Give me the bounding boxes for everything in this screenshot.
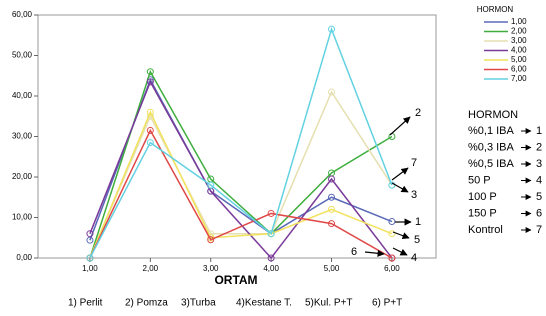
point-marker <box>146 139 154 147</box>
category-key: 4)Kestane T. <box>236 298 292 309</box>
y-tick-label: 20,00 <box>12 172 33 181</box>
point-marker <box>328 25 336 33</box>
point-marker <box>267 254 275 262</box>
series-line <box>89 110 393 259</box>
plot-area <box>37 14 437 259</box>
key-code: 6 <box>536 207 542 219</box>
y-tick-label: 40,00 <box>12 91 33 100</box>
series-line <box>89 69 393 259</box>
legend-label: 5,00 <box>511 55 527 64</box>
x-tick-label: 1,00 <box>82 264 98 273</box>
legend-title: HORMON <box>477 5 514 14</box>
key-label: 150 P <box>468 207 497 219</box>
x-axis-label: ORTAM <box>214 273 257 287</box>
key-label: %0,3 IBA <box>468 141 515 153</box>
point-marker <box>86 254 94 262</box>
legend-label: 4,00 <box>511 46 527 55</box>
category-key: 3)Turba <box>181 298 216 309</box>
annotation-arrow <box>391 182 409 193</box>
x-tick-label: 2,00 <box>143 264 159 273</box>
point-marker <box>388 230 396 238</box>
x-tick-label: 4,00 <box>263 264 279 273</box>
point-marker <box>328 220 336 228</box>
category-key: 2) Pomza <box>125 298 168 309</box>
legend-label: 6,00 <box>511 65 527 74</box>
point-marker <box>328 193 336 201</box>
point-marker <box>207 236 215 244</box>
point-marker <box>146 108 154 116</box>
y-tick-label: 30,00 <box>12 132 33 141</box>
key-label: 100 P <box>468 191 497 203</box>
point-marker <box>146 126 154 134</box>
point-marker <box>207 181 215 189</box>
key-code: 1 <box>536 125 542 137</box>
legend-label: 2,00 <box>511 27 527 36</box>
x-tick-label: 6,00 <box>384 264 400 273</box>
x-tick-label: 3,00 <box>203 264 219 273</box>
annotation-arrow <box>391 167 409 181</box>
key-label: %0,1 IBA <box>468 125 515 137</box>
legend-label: 7,00 <box>511 74 527 83</box>
point-marker <box>86 230 94 238</box>
x-tick-label: 5,00 <box>324 264 340 273</box>
annotation-arrow <box>389 116 411 136</box>
point-marker <box>388 218 396 226</box>
key-label: Kontrol <box>468 224 503 236</box>
category-key: 1) Perlit <box>68 298 103 309</box>
annotation: 3 <box>411 189 417 201</box>
category-key: 5)Kul. P+T <box>305 298 353 309</box>
annotation: 6 <box>351 246 357 258</box>
point-marker <box>328 205 336 213</box>
point-marker <box>267 230 275 238</box>
point-marker <box>328 88 336 96</box>
series-line <box>89 90 393 259</box>
key-code: 4 <box>536 174 542 186</box>
point-marker <box>146 78 154 86</box>
y-tick-label: 60,00 <box>12 10 33 19</box>
point-marker <box>388 254 396 262</box>
annotation: 5 <box>414 234 420 246</box>
key-code: 7 <box>536 224 542 236</box>
series-line <box>89 26 393 259</box>
point-marker <box>267 209 275 217</box>
y-tick-label: 50,00 <box>12 51 33 60</box>
key-code: 3 <box>536 158 542 170</box>
category-key: 6) P+T <box>372 298 402 309</box>
y-tick-label: 0,00 <box>16 253 32 262</box>
legend-label: 3,00 <box>511 36 527 45</box>
key-label: 50 P <box>468 174 491 186</box>
series-line <box>89 80 393 260</box>
annotation-arrow <box>392 231 410 240</box>
key-code: 5 <box>536 191 542 203</box>
legend-label: 1,00 <box>511 17 527 26</box>
key-code: 2 <box>536 141 542 153</box>
key-label: %0,5 IBA <box>468 158 515 170</box>
y-tick-label: 10,00 <box>12 213 33 222</box>
series-line <box>89 128 393 259</box>
annotation-arrow <box>392 247 408 256</box>
annotation: 7 <box>411 157 417 169</box>
point-marker <box>328 175 336 183</box>
key-title: HORMON <box>468 109 518 121</box>
annotation: 1 <box>415 216 421 228</box>
point-marker <box>146 68 154 76</box>
annotation: 4 <box>411 252 417 264</box>
annotation-arrow <box>364 249 385 257</box>
annotation: 2 <box>415 107 421 119</box>
